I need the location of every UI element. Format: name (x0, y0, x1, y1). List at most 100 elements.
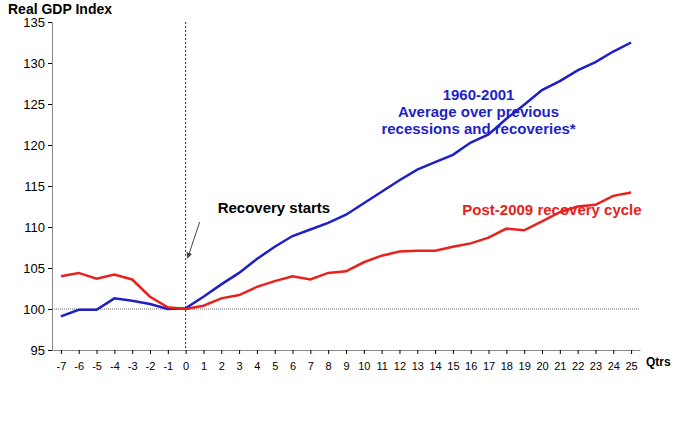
series-label-line: Average over previous (398, 103, 559, 120)
x-tick: 16 (465, 350, 477, 372)
x-tick-label: -5 (92, 360, 102, 372)
x-tick-mark (203, 350, 204, 354)
x-tick: 0 (183, 350, 189, 372)
y-axis: 95100105110115120125130135 (23, 15, 52, 358)
x-tick: -6 (74, 350, 84, 372)
x-tick: -1 (163, 350, 173, 372)
y-tick-mark (48, 63, 52, 64)
x-tick-label: 20 (536, 360, 548, 372)
x-tick-label: 19 (519, 360, 531, 372)
y-tick-label: 105 (23, 261, 45, 276)
series-line (61, 43, 631, 317)
x-tick: 17 (483, 350, 495, 372)
x-tick: 13 (412, 350, 424, 372)
x-tick-label: 22 (572, 360, 584, 372)
x-tick: 12 (394, 350, 406, 372)
x-tick-label: 15 (447, 360, 459, 372)
x-tick: 24 (608, 350, 620, 372)
x-tick-mark (61, 350, 62, 354)
x-tick-mark (489, 350, 490, 354)
x-tick-label: 7 (308, 360, 314, 372)
x-tick: 7 (308, 350, 314, 372)
x-tick-mark (257, 350, 258, 354)
x-tick-label: 5 (272, 360, 278, 372)
x-tick-label: 0 (183, 360, 189, 372)
y-tick-mark (48, 186, 52, 187)
y-tick-mark (48, 145, 52, 146)
x-tick: 8 (326, 350, 332, 372)
y-tick-label: 100 (23, 302, 45, 317)
recovery-line (185, 22, 186, 350)
x-tick-mark (471, 350, 472, 354)
series-label: 1960-2001Average over previousrecessions… (381, 86, 575, 137)
x-tick-mark (613, 350, 614, 354)
x-tick: 14 (429, 350, 441, 372)
x-tick-mark (542, 350, 543, 354)
x-tick-mark (239, 350, 240, 354)
x-tick-label: 14 (429, 360, 441, 372)
x-tick-label: -4 (110, 360, 120, 372)
x-tick-mark (97, 350, 98, 354)
x-tick-label: -2 (146, 360, 156, 372)
chart: 95100105110115120125130135-7-6-5-4-3-2-1… (0, 0, 679, 421)
x-tick-mark (310, 350, 311, 354)
x-tick-label: 11 (376, 360, 387, 372)
y-tick: 100 (23, 302, 52, 317)
y-tick-mark (48, 268, 52, 269)
y-tick-label: 130 (23, 56, 45, 71)
x-tick-label: 4 (254, 360, 260, 372)
x-tick: 20 (536, 350, 548, 372)
x-tick-mark (168, 350, 169, 354)
x-tick-label: -1 (163, 360, 173, 372)
x-tick-mark (132, 350, 133, 354)
y-tick: 110 (24, 220, 52, 235)
x-tick-label: 6 (290, 360, 296, 372)
x-tick: -2 (146, 350, 156, 372)
x-tick-mark (560, 350, 561, 354)
x-tick-mark (435, 350, 436, 354)
x-tick-mark (275, 350, 276, 354)
x-tick-mark (399, 350, 400, 354)
x-tick-label: 10 (358, 360, 370, 372)
x-tick-mark (382, 350, 383, 354)
y-tick: 95 (31, 343, 52, 358)
x-tick-label: 21 (554, 360, 566, 372)
x-tick-label: 16 (465, 360, 477, 372)
y-tick-mark (48, 22, 52, 23)
x-tick-label: -7 (57, 360, 67, 372)
series-label-line: 1960-2001 (443, 86, 515, 103)
reference-line (52, 309, 640, 310)
x-tick-mark (364, 350, 365, 354)
x-tick: 21 (554, 350, 566, 372)
x-tick-mark (453, 350, 454, 354)
x-tick-mark (506, 350, 507, 354)
x-tick: -3 (128, 350, 138, 372)
y-tick-mark (48, 227, 52, 228)
x-tick: 9 (343, 350, 349, 372)
x-tick: 5 (272, 350, 278, 372)
x-tick-mark (114, 350, 115, 354)
x-tick-label: -6 (74, 360, 84, 372)
y-tick-label: 125 (23, 97, 45, 112)
x-tick-label: 17 (483, 360, 495, 372)
x-tick: 18 (501, 350, 513, 372)
x-tick-mark (578, 350, 579, 354)
x-tick: 11 (376, 350, 387, 372)
y-tick-label: 110 (24, 220, 45, 235)
x-tick-mark (524, 350, 525, 354)
x-tick-label: 25 (625, 360, 637, 372)
x-tick-mark (631, 350, 632, 354)
x-tick-label: 8 (326, 360, 332, 372)
x-tick: -7 (57, 350, 67, 372)
x-tick-label: 2 (219, 360, 225, 372)
x-tick-mark (293, 350, 294, 354)
y-tick-mark (48, 104, 52, 105)
x-tick: -4 (110, 350, 120, 372)
x-tick-mark (79, 350, 80, 354)
x-tick: 4 (254, 350, 260, 372)
y-tick: 130 (23, 56, 52, 71)
y-axis-line (52, 23, 53, 351)
x-axis: -7-6-5-4-3-2-101234567891011121314151617… (53, 350, 641, 372)
y-tick: 120 (23, 138, 52, 153)
x-tick-mark (328, 350, 329, 354)
